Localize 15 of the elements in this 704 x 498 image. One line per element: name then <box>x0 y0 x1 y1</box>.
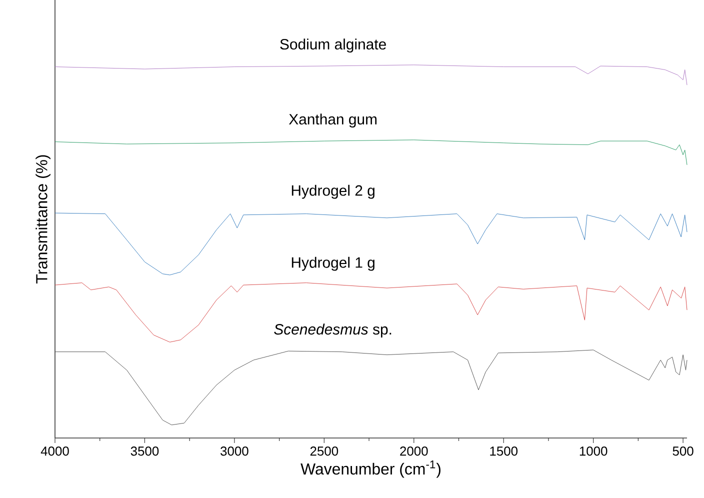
series-label: Hydrogel 1 g <box>292 256 374 271</box>
series-label: Sodium alginate <box>280 38 386 53</box>
x-tick-label: 2000 <box>400 446 428 456</box>
x-tick-label: 3500 <box>130 446 159 456</box>
series-label: Scenedesmus sp. <box>274 324 392 338</box>
series-label: Hydrogel 2 g <box>292 184 374 199</box>
x-tick-label: 2500 <box>310 446 338 456</box>
x-tick-label: 1500 <box>490 446 518 456</box>
y-axis-title: Transmittance (%) <box>36 155 50 284</box>
x-tick-label: 3000 <box>220 446 248 456</box>
series-label: Xanthan gum <box>288 114 377 128</box>
x-tick-label: 500 <box>672 446 694 456</box>
x-tick-label: 4000 <box>40 446 69 456</box>
x-tick-label: 1000 <box>580 446 608 456</box>
x-axis-title: Wavenumber (cm$^{-1}$) <box>300 460 440 478</box>
